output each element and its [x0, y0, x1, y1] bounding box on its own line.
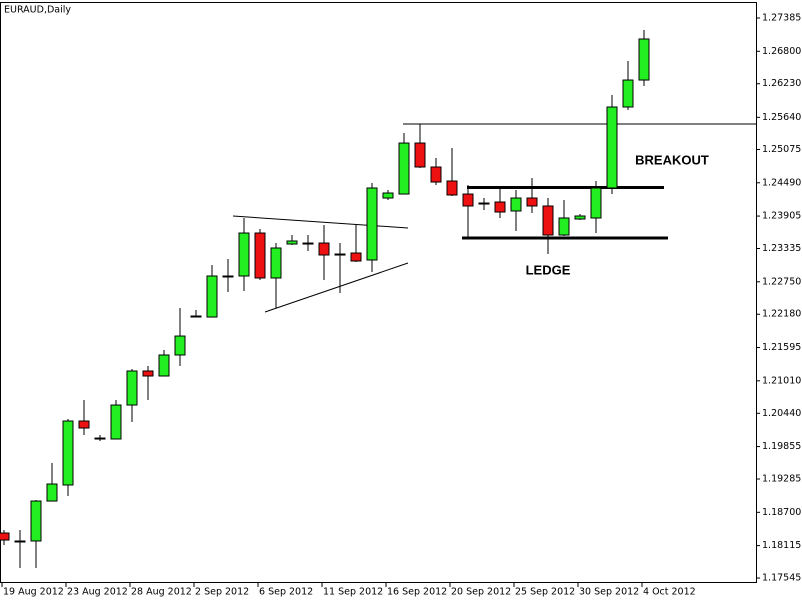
y-tick-label: 1.25075 [762, 144, 801, 155]
plot-frame [0, 2, 757, 583]
candle-body [622, 79, 634, 108]
candle-body [366, 187, 378, 261]
x-tick-label: 19 Aug 2012 [3, 587, 64, 598]
y-tick-label: 1.22180 [762, 309, 801, 320]
candle-body [158, 354, 170, 377]
x-tick-label: 4 Oct 2012 [643, 587, 696, 598]
candle-body [526, 197, 538, 207]
candle-body [350, 252, 362, 262]
candle-body [302, 242, 314, 245]
candle-body [254, 232, 266, 279]
candle-body [590, 187, 602, 219]
y-tick-label: 1.19855 [762, 441, 801, 452]
candle-body [0, 532, 10, 541]
x-tick-label: 2 Sep 2012 [195, 587, 249, 598]
candle-body [494, 201, 506, 213]
x-tick-label: 6 Sep 2012 [259, 587, 313, 598]
y-tick-label: 1.18115 [762, 540, 801, 551]
x-tick-label: 11 Sep 2012 [323, 587, 383, 598]
candle-body [286, 240, 298, 245]
y-tick-label: 1.24490 [762, 177, 801, 188]
annotation: BREAKOUT [635, 152, 709, 167]
candle-body [110, 404, 122, 440]
candle-body [174, 335, 186, 356]
candle-body [510, 197, 522, 212]
annotation: LEDGE [526, 262, 571, 277]
candle-body [542, 205, 554, 236]
candle-body [222, 275, 234, 278]
y-tick-label: 1.21010 [762, 375, 801, 386]
pattern-lines [232, 123, 756, 313]
candle-body [46, 483, 58, 502]
x-tick-label: 23 Aug 2012 [67, 587, 128, 598]
x-tick-label: 20 Sep 2012 [451, 587, 511, 598]
candle-body [558, 217, 570, 236]
y-tick-label: 1.18700 [762, 507, 801, 518]
y-tick-label: 1.17545 [762, 573, 801, 584]
y-tick-label: 1.25640 [762, 112, 801, 123]
y-tick-label: 1.19285 [762, 474, 801, 485]
candle-body [334, 253, 346, 256]
y-tick-label: 1.26800 [762, 46, 801, 57]
y-tick-label: 1.22750 [762, 276, 801, 287]
y-tick-label: 1.23335 [762, 243, 801, 254]
y-tick-label: 1.23905 [762, 211, 801, 222]
candle-body [270, 247, 282, 279]
candle-body [606, 106, 618, 189]
candle-body [446, 180, 458, 196]
candle-body [94, 437, 106, 440]
candle-body [238, 232, 250, 277]
candle-body [414, 142, 426, 168]
candle-body [574, 215, 586, 220]
x-tick-label: 28 Aug 2012 [131, 587, 192, 598]
y-tick-label: 1.26230 [762, 78, 801, 89]
candle-body [462, 193, 474, 207]
x-tick-label: 25 Sep 2012 [515, 587, 575, 598]
candle-body [382, 192, 394, 199]
x-tick-label: 30 Sep 2012 [579, 587, 639, 598]
triangle-lower [264, 262, 409, 313]
candle-body [142, 370, 154, 377]
y-tick-label: 1.20440 [762, 408, 801, 419]
chart-title: EURAUD,Daily [4, 5, 71, 16]
candle-body [318, 242, 330, 256]
candle-body [30, 500, 42, 542]
candle-body [638, 38, 650, 81]
y-tick-label: 1.21595 [762, 342, 801, 353]
candle-body [430, 166, 442, 183]
triangle-upper [232, 215, 409, 229]
candle-body [398, 142, 410, 195]
candle-body [190, 315, 202, 318]
candle-body [14, 540, 26, 543]
y-tick-label: 1.27385 [762, 12, 801, 23]
candle-body [478, 202, 490, 205]
candle-body [62, 420, 74, 486]
candle-body [126, 370, 138, 406]
candle-body [78, 420, 90, 429]
x-tick-label: 16 Sep 2012 [387, 587, 447, 598]
candle-body [206, 275, 218, 318]
